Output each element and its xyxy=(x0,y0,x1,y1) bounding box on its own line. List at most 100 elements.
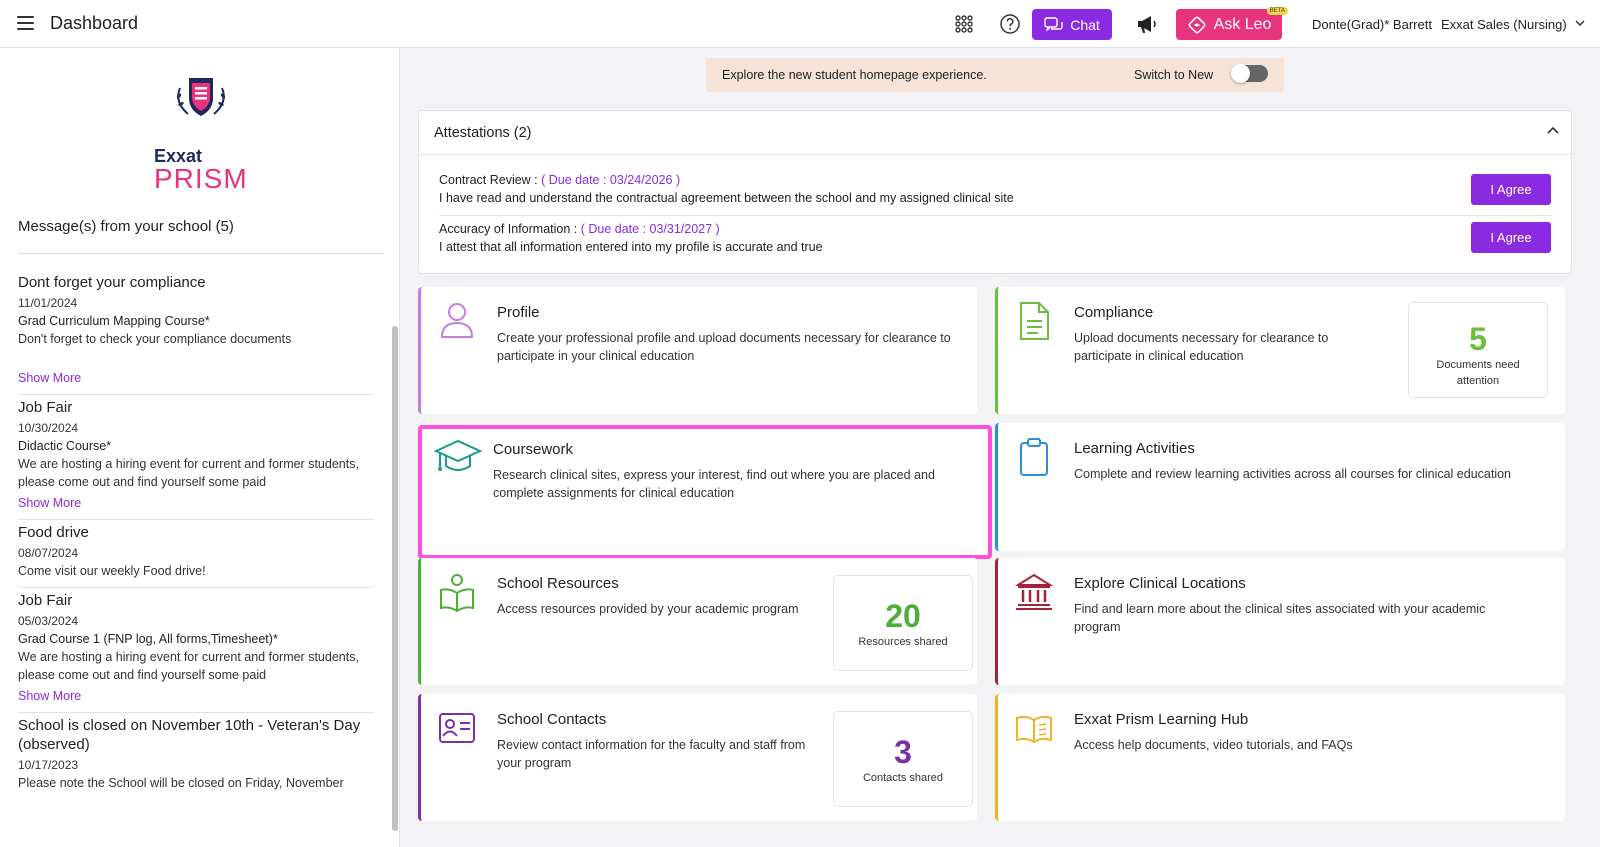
message-body: Please note the School will be closed on… xyxy=(18,776,344,790)
profile-person-icon xyxy=(440,303,474,338)
coursework-card[interactable]: Coursework Research clinical sites, expr… xyxy=(418,425,992,559)
card-title: Learning Activities xyxy=(1074,440,1195,457)
message-body: We are hosting a hiring event for curren… xyxy=(18,457,359,489)
school-contacts-card[interactable]: School Contacts Review contact informati… xyxy=(418,694,977,821)
message-course: Grad Curriculum Mapping Course* xyxy=(18,314,210,328)
top-bar: Dashboard Chat Ask Leo BETA Donte(G xyxy=(0,0,1600,48)
page-title: Dashboard xyxy=(50,13,139,33)
attestation-item: Contract Review : ( Due date : 03/24/202… xyxy=(439,171,1014,207)
school-resources-card[interactable]: School Resources Access resources provid… xyxy=(418,558,977,685)
message-date: 10/17/2023 xyxy=(18,758,79,772)
logo-prism-text: PRISM xyxy=(154,163,248,194)
chat-button[interactable]: Chat xyxy=(1032,9,1112,40)
collapse-chevron-up-icon[interactable] xyxy=(1546,125,1560,137)
message-date: 10/30/2024 xyxy=(18,421,79,435)
logo-exxat-text: Exxat xyxy=(154,146,203,166)
divider xyxy=(18,253,384,254)
contacts-shared-stat[interactable]: 3 Contacts shared xyxy=(833,711,973,807)
card-description: Access resources provided by your academ… xyxy=(497,602,799,616)
attestations-panel: Attestations (2) Contract Review : ( Due… xyxy=(418,110,1573,274)
switch-to-new-toggle[interactable] xyxy=(1231,64,1268,83)
messages-header: Message(s) from your school (5) xyxy=(18,218,234,235)
show-more-link[interactable]: Show More xyxy=(18,689,82,703)
attestations-header: Attestations (2) xyxy=(434,125,532,141)
announcement-megaphone-icon[interactable] xyxy=(1135,13,1159,35)
new-homepage-banner: Explore the new student homepage experie… xyxy=(706,58,1284,92)
stat-label: Contacts shared xyxy=(862,772,944,784)
attestation-due-date: ( Due date : 03/31/2027 ) xyxy=(580,222,720,236)
message-date: 05/03/2024 xyxy=(18,614,79,628)
leo-sparkle-icon xyxy=(1188,16,1206,33)
message-course: Grad Course 1 (FNP log, All forms,Timesh… xyxy=(18,632,278,646)
compliance-card[interactable]: Compliance Upload documents necessary fo… xyxy=(995,287,1565,414)
show-more-link[interactable]: Show More xyxy=(18,496,82,510)
menu-icon[interactable] xyxy=(17,16,34,30)
card-description: Access help documents, video tutorials, … xyxy=(1074,738,1353,752)
stat-value: 3 xyxy=(894,734,912,770)
agree-button[interactable]: I Agree xyxy=(1471,174,1551,205)
stat-label: Documents need attention xyxy=(1436,359,1520,387)
message-item: Job Fair 05/03/2024 Grad Course 1 (FNP l… xyxy=(18,588,374,713)
message-item: Dont forget your compliance 11/01/2024 G… xyxy=(18,270,374,395)
attestation-description: I have read and understand the contractu… xyxy=(439,191,1014,205)
card-title: Profile xyxy=(497,304,540,321)
attestation-title: Contract Review : xyxy=(439,173,542,187)
attestation-title: Accuracy of Information : xyxy=(439,222,581,236)
show-more-link[interactable]: Show More xyxy=(18,371,82,385)
beta-badge: BETA xyxy=(1266,7,1288,15)
message-title: Food drive xyxy=(18,524,89,541)
help-icon[interactable] xyxy=(999,13,1021,35)
chat-label: Chat xyxy=(1070,16,1100,33)
ask-leo-label: Ask Leo xyxy=(1213,15,1272,33)
message-body: We are hosting a hiring event for curren… xyxy=(18,650,359,682)
stat-value: 20 xyxy=(885,598,921,634)
apps-grid-icon[interactable] xyxy=(953,13,975,35)
attestation-item: Accuracy of Information : ( Due date : 0… xyxy=(439,220,823,256)
building-columns-icon xyxy=(1015,573,1053,610)
agree-button[interactable]: I Agree xyxy=(1471,222,1551,253)
card-title: School Contacts xyxy=(497,711,607,728)
card-description: Upload documents necessary for clearance… xyxy=(1074,331,1329,363)
card-title: Explore Clinical Locations xyxy=(1074,575,1246,592)
card-title: Exxat Prism Learning Hub xyxy=(1074,711,1249,728)
exxat-emblem-icon xyxy=(176,78,226,116)
card-description: Find and learn more about the clinical s… xyxy=(1074,602,1486,634)
profile-card[interactable]: Profile Create your professional profile… xyxy=(418,287,977,414)
message-item: School is closed on November 10th - Vete… xyxy=(18,713,374,799)
learning-activities-card[interactable]: Learning Activities Complete and review … xyxy=(995,423,1565,551)
message-item: Job Fair 10/30/2024 Didactic Course* We … xyxy=(18,395,374,520)
message-title: Job Fair xyxy=(18,399,73,416)
chevron-down-icon[interactable] xyxy=(1574,17,1586,29)
sidebar-scrollbar[interactable] xyxy=(392,326,398,831)
divider xyxy=(419,154,1573,155)
card-description: Create your professional profile and upl… xyxy=(497,331,951,363)
contact-card-icon xyxy=(439,713,475,743)
switch-label: Switch to New xyxy=(1134,68,1214,82)
attestation-description: I attest that all information entered in… xyxy=(439,240,823,254)
message-list: Dont forget your compliance 11/01/2024 G… xyxy=(18,270,374,799)
user-name[interactable]: Donte(Grad)* Barrett xyxy=(1312,17,1432,32)
clipboard-icon xyxy=(1020,438,1048,476)
card-title: School Resources xyxy=(497,575,619,592)
graduation-cap-icon xyxy=(434,439,482,471)
ask-leo-button[interactable]: Ask Leo BETA xyxy=(1176,7,1288,40)
stat-label: Resources shared xyxy=(858,636,948,648)
sidebar: Exxat PRISM Message(s) from your school … xyxy=(0,48,400,847)
message-course: Didactic Course* xyxy=(18,439,112,453)
account-selector[interactable]: Exxat Sales (Nursing) xyxy=(1441,17,1567,32)
card-description: Research clinical sites, express your in… xyxy=(493,468,935,500)
card-title: Coursework xyxy=(493,441,574,458)
card-description: Complete and review learning activities … xyxy=(1074,467,1512,481)
message-date: 11/01/2024 xyxy=(18,296,78,310)
document-icon xyxy=(1020,302,1049,340)
documents-need-attention-stat[interactable]: 5 Documents need attention xyxy=(1408,302,1548,398)
resources-shared-stat[interactable]: 20 Resources shared xyxy=(833,575,973,671)
message-date: 08/07/2024 xyxy=(18,546,79,560)
card-description: Review contact information for the facul… xyxy=(497,738,806,770)
chat-bubble-icon xyxy=(1044,16,1063,31)
explore-clinical-locations-card[interactable]: Explore Clinical Locations Find and lear… xyxy=(995,558,1565,685)
message-body: Come visit our weekly Food drive! xyxy=(18,564,206,578)
learning-hub-card[interactable]: Exxat Prism Learning Hub Access help doc… xyxy=(995,694,1565,821)
banner-text: Explore the new student homepage experie… xyxy=(722,68,987,82)
message-title: Job Fair xyxy=(18,592,73,609)
